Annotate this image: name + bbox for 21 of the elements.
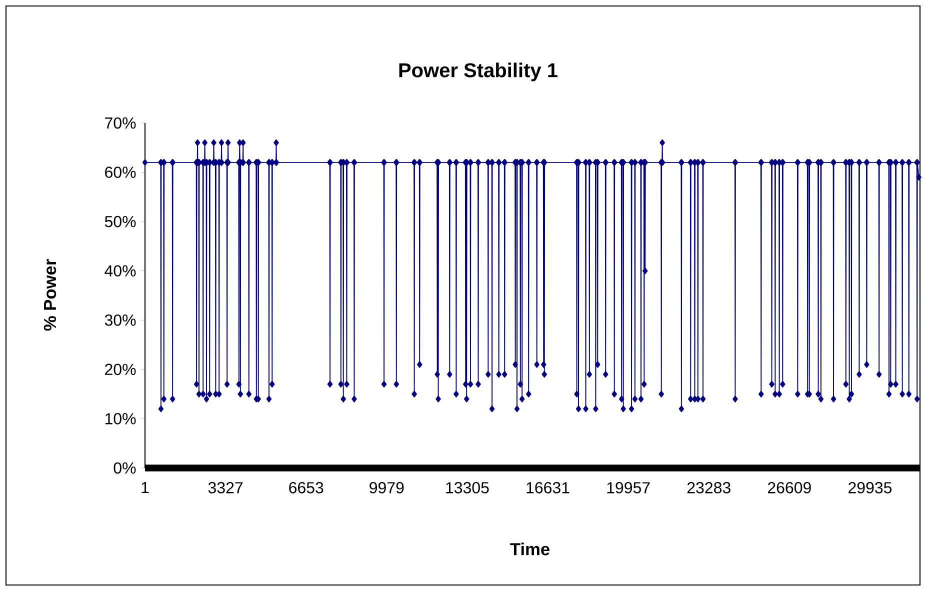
y-tick-label: 40% <box>104 265 136 277</box>
y-tick-label: 20% <box>105 364 136 376</box>
chart-title: Power Stability 1 <box>399 62 558 82</box>
x-tick-label: 9979 <box>370 482 404 494</box>
y-tick-label: 60% <box>105 166 136 178</box>
x-tick-label: 19957 <box>607 482 650 494</box>
x-tick-label: 3327 <box>208 482 243 494</box>
x-tick-label: 26609 <box>768 482 811 494</box>
y-tick-label: 50% <box>104 216 136 228</box>
y-axis-title: % Power <box>44 259 56 331</box>
x-tick-label: 6653 <box>289 482 324 494</box>
y-tick-label: 10% <box>105 413 136 424</box>
x-tick-label: 29935 <box>848 482 892 494</box>
x-tick-label: 13305 <box>446 482 489 494</box>
x-tick-label: 23283 <box>687 482 730 494</box>
y-tick-label: 0% <box>114 462 136 474</box>
x-tick-label: 16631 <box>526 482 570 494</box>
y-tick-label: 70% <box>105 117 136 129</box>
y-tick-label: 30% <box>104 314 136 326</box>
x-axis-title: Time <box>510 542 550 556</box>
x-tick-label: 1 <box>142 482 149 494</box>
